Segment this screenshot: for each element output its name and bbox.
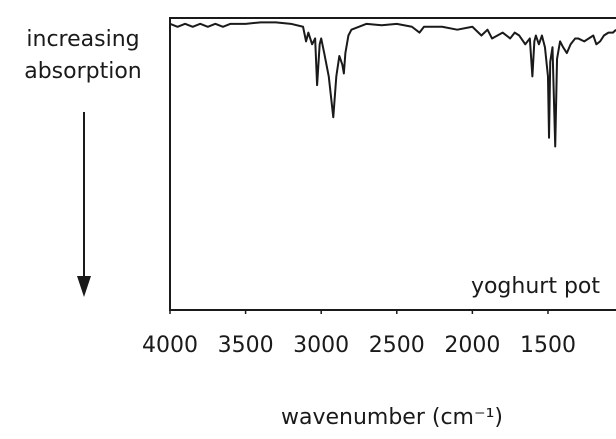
x-tick-label: 2500: [369, 333, 425, 358]
spectrum-line: [169, 21, 616, 148]
x-tick-label: 4000: [142, 333, 198, 358]
y-axis-label: increasing absorption: [24, 27, 142, 84]
x-tick-label: 2000: [444, 333, 500, 358]
x-tick-label: 3000: [293, 333, 349, 358]
axes-frame: [169, 17, 616, 311]
x-tick-label: 1500: [520, 333, 576, 358]
annotation: yoghurt pot: [471, 274, 600, 299]
arrow-head: [77, 276, 91, 297]
x-tick-label: 3500: [218, 333, 274, 358]
x-axis-label: wavenumber (cm⁻¹): [281, 405, 503, 430]
